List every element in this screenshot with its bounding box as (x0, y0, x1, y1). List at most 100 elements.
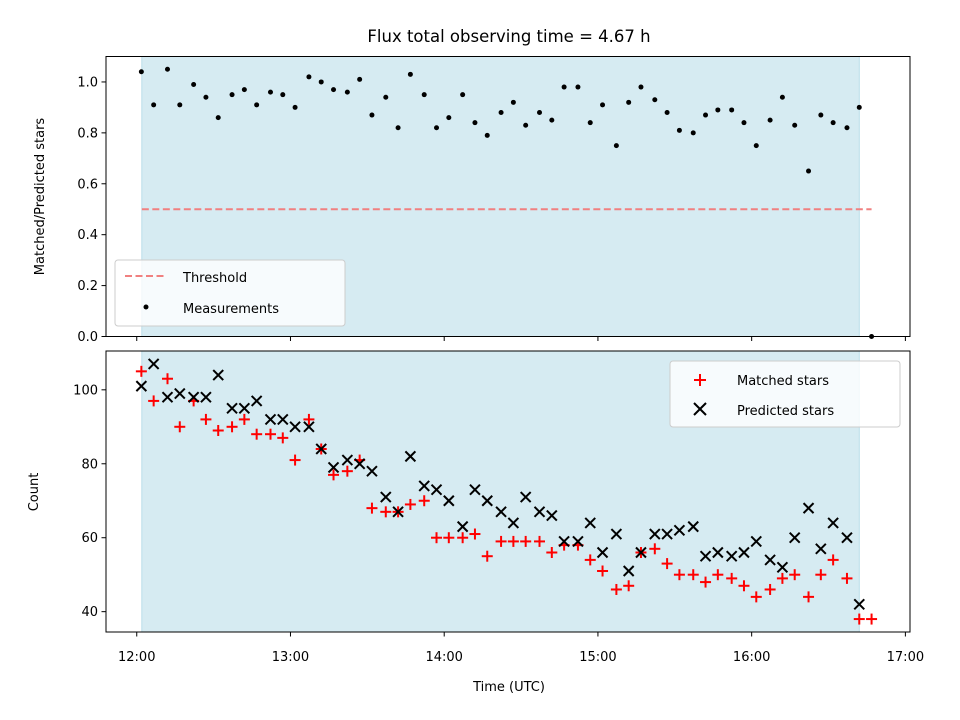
top-legend: Threshold Measurements (114, 259, 346, 327)
measurement-point (191, 82, 197, 87)
predicted-star-point (815, 543, 827, 555)
predicted-star-point (673, 524, 686, 537)
measurement-point (215, 115, 221, 121)
bottom-panel: 40 60 80 100 12:00 13:00 14:00 15:00 16:00 17:00… (27, 350, 924, 695)
bottom-y-axis: 40 60 80 100 (73, 383, 106, 620)
legend-predicted-swatch (693, 402, 707, 416)
predicted-star-point (738, 546, 750, 559)
y-tick-label: 0.2 (77, 279, 98, 294)
matched-star-point (726, 572, 738, 584)
measurement-point (741, 120, 747, 126)
bottom-plot-frame (105, 350, 911, 633)
predicted-star-point (750, 535, 762, 548)
matched-star-point (764, 583, 776, 595)
measurement-point (510, 99, 516, 105)
predicted-star-point (200, 391, 212, 403)
matched-star-point (251, 428, 263, 440)
chart-title: Flux total observing time = 4.67 h (367, 27, 650, 46)
predicted-star-point (699, 550, 712, 562)
matched-star-point (520, 535, 532, 547)
measurement-point (549, 117, 555, 123)
predicted-star-point (519, 491, 532, 503)
measurement-point (344, 89, 350, 95)
measurement-point (177, 102, 183, 108)
matched-star-point (328, 469, 340, 481)
matched-star-point (853, 613, 865, 625)
predicted-star-point (610, 528, 623, 540)
predicted-star-point (147, 358, 160, 370)
predicted-star-point (404, 450, 417, 463)
predicted-star-point (841, 532, 853, 544)
predicted-star-point (469, 483, 481, 496)
measurement-point (292, 104, 298, 110)
predicted-star-point (661, 528, 673, 540)
measurement-point (434, 125, 440, 131)
measurement-point (703, 112, 709, 118)
measurement-point (357, 76, 363, 82)
x-tick-label: 17:00 (887, 650, 924, 665)
matched-star-point (212, 424, 224, 436)
bottom-x-axis: 12:00 13:00 14:00 15:00 16:00 17:00 (118, 632, 924, 665)
matched-star-point (841, 572, 853, 584)
predicted-star-point (187, 391, 200, 403)
top-y-axis: 0.0 0.2 0.4 0.6 0.8 1.0 (77, 75, 106, 345)
measurement-point (844, 125, 850, 131)
matched-star-point (610, 583, 622, 595)
legend-matched-swatch (694, 374, 706, 386)
predicted-star-point (827, 517, 839, 529)
x-tick-label: 14:00 (425, 650, 462, 665)
measurement-point (806, 168, 812, 174)
predicted-star-point (853, 598, 865, 610)
matched-star-point (200, 413, 212, 425)
top-y-axis-label: Matched/Predicted stars (33, 118, 48, 276)
legend-threshold-label: Threshold (182, 271, 247, 286)
matched-star-point (366, 502, 378, 514)
measurement-point (280, 92, 286, 98)
bottom-legend-box (669, 360, 901, 428)
measurement-point (779, 94, 785, 100)
matched-star-point (418, 495, 430, 507)
measurement-point (587, 120, 593, 126)
measurement-point (729, 107, 735, 113)
measurement-point (498, 110, 504, 115)
matched-star-point (649, 543, 661, 555)
legend-matched-label: Matched stars (737, 374, 829, 389)
measurement-point (460, 92, 466, 98)
matched-star-point (673, 569, 685, 581)
predicted-star-point (341, 454, 354, 466)
predicted-star-point (725, 550, 738, 562)
predicted-star-point (687, 520, 699, 533)
measurement-point (652, 97, 658, 103)
matched-star-point (815, 569, 827, 581)
measurement-point (664, 110, 670, 115)
matched-star-point (803, 591, 815, 603)
measurement-point (383, 94, 389, 100)
y-tick-label: 40 (81, 605, 98, 620)
measurement-point (151, 102, 157, 108)
matched-star-point (534, 535, 546, 547)
predicted-star-point (289, 421, 301, 433)
legend-predicted-label: Predicted stars (737, 404, 834, 419)
measurement-point (830, 120, 836, 126)
predicted-star-point (622, 565, 635, 577)
matched-star-point (738, 580, 750, 592)
predicted-star-point (635, 546, 647, 559)
predicted-star-point (264, 413, 277, 426)
matched-star-point (303, 413, 315, 425)
matched-star-point (481, 550, 493, 562)
matched-star-point (495, 535, 507, 547)
measurement-point (472, 120, 478, 126)
predicted-star-point (303, 421, 315, 433)
measurement-point (395, 125, 401, 131)
matched-star-point (776, 572, 788, 584)
measurement-point (241, 87, 247, 93)
y-tick-label: 0.8 (77, 126, 98, 141)
measurement-point (484, 132, 490, 138)
predicted-star-point (481, 495, 493, 507)
predicted-star-point (788, 532, 801, 544)
x-tick-label: 16:00 (733, 650, 770, 665)
measurement-point (767, 117, 773, 123)
matched-star-point (687, 569, 699, 581)
matched-star-point (789, 569, 801, 581)
measurement-point (369, 112, 375, 118)
